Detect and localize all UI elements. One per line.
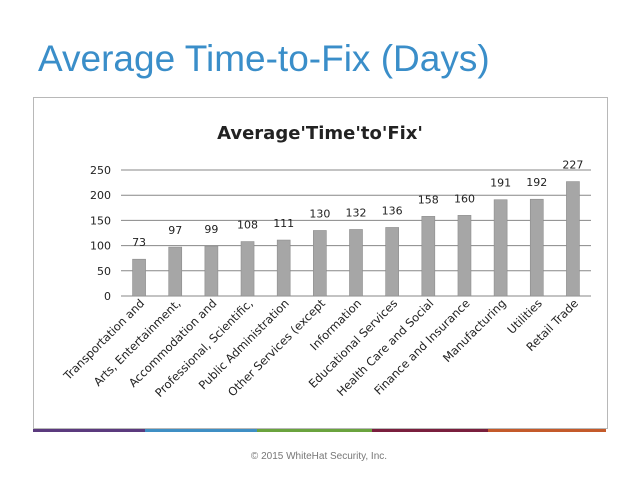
footer-stripe-1 bbox=[33, 429, 145, 432]
slide-title: Average Time-to-Fix (Days) bbox=[38, 38, 490, 79]
footer-stripe-3 bbox=[257, 429, 372, 432]
y-tick-label: 200 bbox=[90, 189, 111, 202]
bar-8 bbox=[385, 227, 399, 297]
chart-container: Average'Time'to'Fix' 0 50 100 150 200 250 73 Tra… bbox=[33, 97, 608, 429]
data-label: 130 bbox=[309, 207, 330, 220]
bar-3 bbox=[204, 245, 219, 297]
data-label: 108 bbox=[237, 219, 258, 232]
data-label: 160 bbox=[454, 192, 475, 205]
y-tick-label: 0 bbox=[104, 290, 111, 303]
data-label: 192 bbox=[526, 176, 547, 189]
data-label: 132 bbox=[346, 206, 367, 219]
data-label: 227 bbox=[562, 159, 583, 172]
y-tick-label: 150 bbox=[90, 214, 111, 227]
footer-stripe-4 bbox=[372, 429, 488, 432]
data-label: 191 bbox=[490, 177, 511, 190]
data-label: 158 bbox=[418, 193, 439, 206]
y-tick-label: 50 bbox=[97, 265, 111, 278]
footer-copyright: © 2015 WhiteHat Security, Inc. bbox=[250, 451, 388, 462]
bar-chart: Average'Time'to'Fix'05010015020025073Tra… bbox=[60, 123, 591, 400]
bar-9 bbox=[421, 216, 436, 297]
data-label: 97 bbox=[168, 224, 182, 237]
y-tick-label: 100 bbox=[90, 240, 111, 253]
bar-1 bbox=[132, 258, 146, 297]
bar-11 bbox=[493, 199, 508, 297]
data-label: 99 bbox=[204, 223, 218, 236]
data-label: 111 bbox=[273, 217, 294, 230]
bar-10 bbox=[457, 215, 472, 297]
footer-stripe-2 bbox=[145, 429, 257, 432]
x-tick-label: Manufacturing bbox=[440, 296, 509, 365]
bar-13 bbox=[566, 181, 580, 297]
bar-12 bbox=[529, 198, 544, 297]
data-label: 73 bbox=[132, 236, 146, 249]
bar-6 bbox=[313, 230, 327, 297]
bar-7 bbox=[349, 229, 363, 297]
y-tick-label: 250 bbox=[90, 164, 111, 177]
footer-stripe-5 bbox=[488, 429, 606, 432]
bar-2 bbox=[168, 246, 183, 297]
bar-4 bbox=[240, 241, 255, 297]
bar-5 bbox=[276, 239, 291, 297]
chart-title: Average'Time'to'Fix' bbox=[217, 123, 423, 144]
data-label: 136 bbox=[382, 204, 403, 217]
